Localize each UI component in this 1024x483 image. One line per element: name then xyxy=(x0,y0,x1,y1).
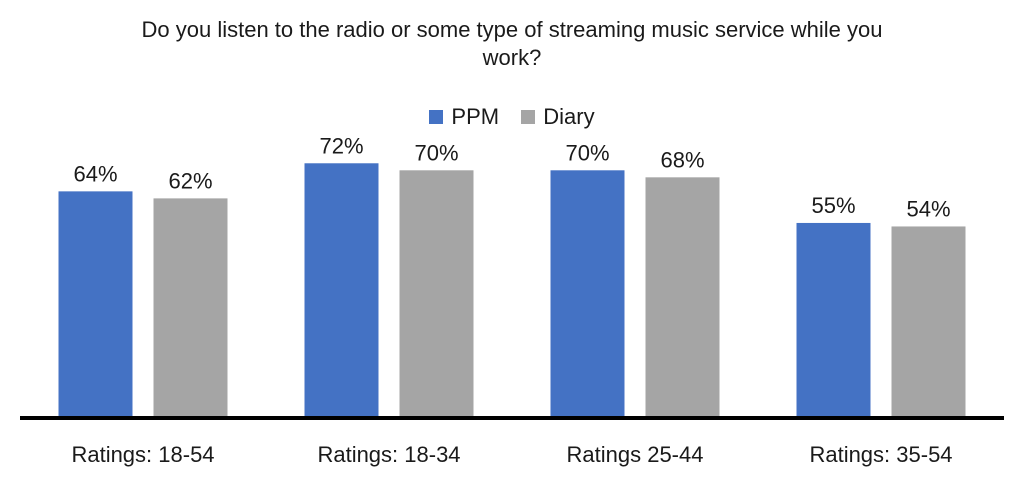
legend-swatch-diary xyxy=(521,110,536,124)
data-label-ppm-3: 55% xyxy=(811,193,855,218)
x-tick-label-2: Ratings 25-44 xyxy=(567,442,704,467)
bar-ppm-2 xyxy=(550,170,625,416)
legend-label-diary: Diary xyxy=(543,104,595,129)
chart-title-line-1: Do you listen to the radio or some type … xyxy=(141,17,883,42)
legend: PPM Diary xyxy=(0,104,1024,130)
data-label-ppm-0: 64% xyxy=(73,161,117,186)
bar-diary-3 xyxy=(891,226,966,416)
chart-title-line-2: work? xyxy=(482,45,542,70)
data-label-diary-0: 62% xyxy=(168,168,212,193)
data-label-diary-2: 68% xyxy=(660,147,704,172)
bar-ppm-0 xyxy=(58,191,133,416)
legend-swatch-ppm xyxy=(429,110,444,124)
data-label-ppm-1: 72% xyxy=(319,133,363,158)
data-label-diary-1: 70% xyxy=(414,140,458,165)
chart-title: Do you listen to the radio or some type … xyxy=(0,16,1024,72)
bar-ppm-3 xyxy=(796,222,871,416)
legend-item-diary: Diary xyxy=(521,104,595,130)
bar-ppm-1 xyxy=(304,163,379,416)
data-label-ppm-2: 70% xyxy=(565,140,609,165)
legend-item-ppm: PPM xyxy=(429,104,499,130)
x-tick-label-0: Ratings: 18-54 xyxy=(71,442,214,467)
data-label-diary-3: 54% xyxy=(906,196,950,221)
bar-diary-1 xyxy=(399,170,474,416)
x-tick-label-1: Ratings: 18-34 xyxy=(317,442,460,467)
bar-diary-2 xyxy=(645,177,720,416)
bar-diary-0 xyxy=(153,198,228,416)
x-tick-label-3: Ratings: 35-54 xyxy=(809,442,952,467)
legend-label-ppm: PPM xyxy=(451,104,500,129)
